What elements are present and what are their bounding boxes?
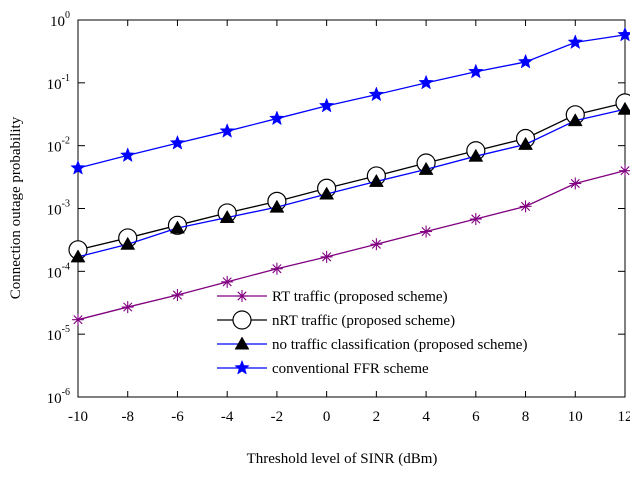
series-1	[69, 94, 630, 259]
data-point	[321, 251, 333, 263]
x-tick-label: 8	[522, 409, 530, 425]
x-tick-label: -8	[121, 409, 134, 425]
x-tick-label: -4	[221, 409, 234, 425]
x-tick-label: 0	[323, 409, 331, 425]
y-tick-label: 10-6	[47, 387, 70, 407]
series-3	[71, 27, 630, 174]
data-point	[270, 111, 284, 125]
x-tick-label: 12	[618, 409, 630, 425]
data-point	[419, 75, 433, 89]
data-point	[469, 64, 483, 78]
y-tick-label: 10-2	[47, 136, 70, 156]
legend-label: no traffic classification (proposed sche…	[272, 337, 527, 353]
y-tick-label: 100	[50, 10, 70, 30]
data-point	[420, 226, 432, 238]
legend-marker	[235, 361, 249, 375]
data-point	[618, 27, 630, 41]
legend-label: RT traffic (proposed scheme)	[272, 289, 448, 305]
y-tick-label: 10-5	[47, 324, 70, 344]
x-tick-label: -6	[171, 409, 184, 425]
x-tick-label: 10	[568, 409, 583, 425]
legend-label: conventional FFR scheme	[272, 361, 429, 377]
y-tick-label: 10-4	[47, 261, 70, 281]
data-point	[121, 148, 135, 162]
data-point	[271, 263, 283, 275]
data-point	[369, 87, 383, 101]
data-point	[170, 136, 184, 150]
x-axis-title: Threshold level of SINR (dBm)	[247, 451, 438, 467]
x-tick-label: 4	[422, 409, 430, 425]
data-point	[619, 165, 630, 177]
data-point	[122, 301, 134, 313]
series-line	[78, 35, 625, 168]
data-point	[221, 276, 233, 288]
data-point	[470, 213, 482, 225]
legend-label: nRT traffic (proposed scheme)	[272, 313, 455, 329]
legend-marker	[233, 311, 251, 329]
data-point	[518, 54, 532, 68]
series-line	[78, 103, 625, 250]
y-axis-title: Connection outage probability	[8, 116, 24, 299]
legend-marker	[236, 290, 248, 302]
legend-marker	[235, 337, 249, 349]
data-point	[220, 124, 234, 138]
x-tick-label: -2	[271, 409, 284, 425]
data-point	[569, 177, 581, 189]
data-point	[171, 289, 183, 301]
data-point	[320, 98, 334, 112]
data-point	[520, 200, 532, 212]
legend: RT traffic (proposed scheme) nRT traffic …	[217, 289, 527, 377]
data-point	[568, 35, 582, 49]
data-point	[370, 238, 382, 250]
y-tick-label: 10-3	[47, 199, 70, 219]
series-line	[78, 109, 625, 257]
x-tick-label: -10	[68, 409, 88, 425]
x-tick-label: 6	[472, 409, 480, 425]
y-tick-label: 10-1	[47, 73, 70, 93]
data-point	[72, 314, 84, 326]
x-tick-label: 2	[373, 409, 381, 425]
